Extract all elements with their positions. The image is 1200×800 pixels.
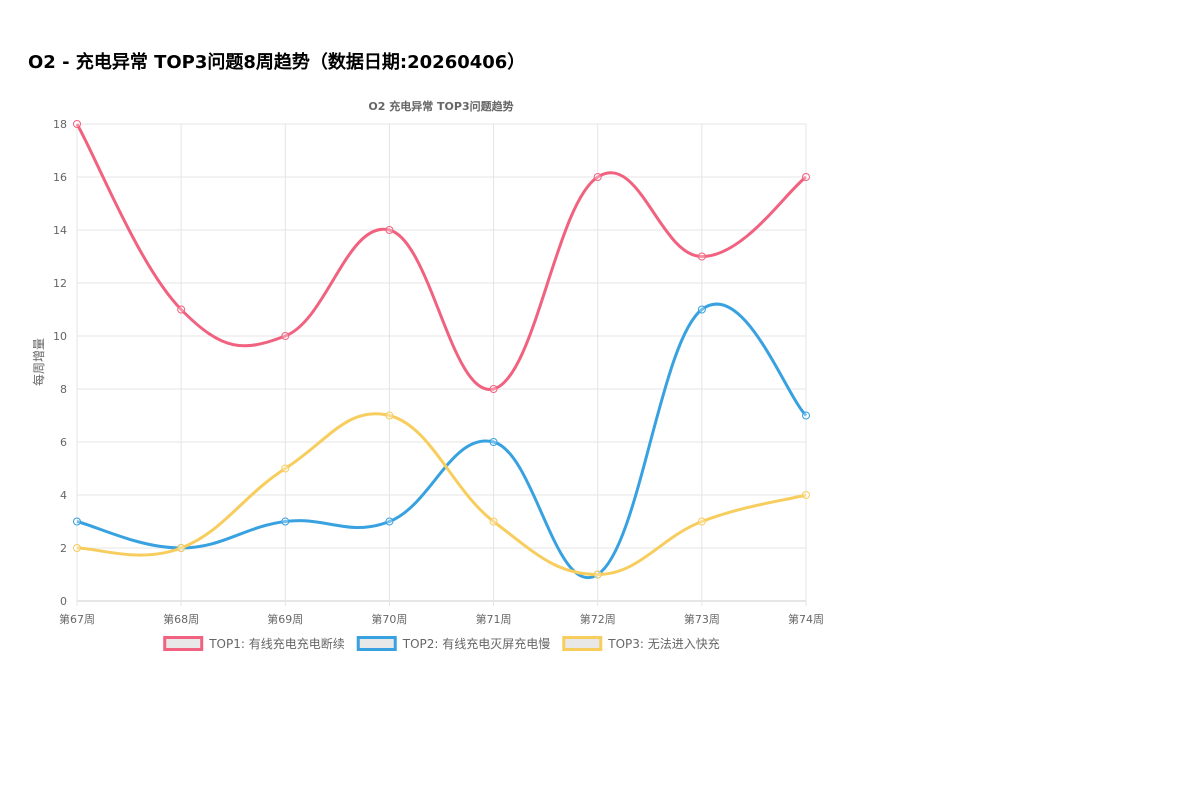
page-title: O2 - 充电异常 TOP3问题8周趋势（数据日期:20260406） — [28, 52, 526, 73]
chart-title: O2 充电异常 TOP3问题趋势 — [368, 99, 513, 113]
data-point — [281, 464, 290, 473]
data-point — [489, 438, 498, 446]
y-tick-label: 4 — [60, 489, 67, 502]
x-tick-label: 第73周 — [684, 612, 720, 626]
legend-label: TOP3: 无法进入快充 — [607, 636, 720, 651]
series-line — [75, 123, 807, 391]
series-line — [76, 302, 808, 579]
legend-label: TOP1: 有线充电充电断续 — [208, 636, 345, 651]
y-tick-label: 16 — [53, 171, 67, 184]
x-tick-label: 第67周 — [59, 612, 95, 626]
data-point — [802, 173, 810, 181]
x-tick-label: 第72周 — [580, 612, 616, 626]
data-point — [697, 305, 706, 314]
data-point — [385, 517, 394, 526]
data-point — [73, 544, 81, 552]
y-tick-label: 18 — [53, 118, 67, 131]
data-point — [385, 226, 394, 234]
x-tick-label: 第74周 — [788, 612, 824, 626]
data-point — [593, 173, 602, 181]
data-point — [281, 332, 290, 340]
legend-item-2: TOP2: 有线充电灭屏充电慢 — [356, 636, 551, 651]
legend-item-3: TOP3: 无法进入快充 — [562, 636, 720, 651]
data-point — [385, 411, 394, 420]
grid — [76, 123, 807, 606]
legend-swatch — [163, 636, 204, 651]
data-point — [281, 517, 290, 526]
data-point — [802, 491, 810, 499]
y-tick-label: 8 — [60, 383, 67, 396]
series-group — [73, 120, 810, 579]
legend-label: TOP2: 有线充电灭屏充电慢 — [402, 636, 551, 651]
y-tick-label: 6 — [60, 436, 67, 449]
y-tick-label: 2 — [60, 542, 67, 555]
data-point — [73, 517, 81, 526]
legend-item-1: TOP1: 有线充电充电断续 — [163, 636, 345, 651]
y-tick-label: 0 — [60, 595, 67, 608]
y-tick-label: 14 — [53, 224, 67, 237]
y-tick-label: 10 — [53, 330, 67, 343]
legend-swatch — [562, 636, 603, 651]
data-point — [697, 517, 706, 526]
series-line — [76, 412, 807, 577]
x-tick-label: 第70周 — [371, 612, 407, 626]
legend: TOP1: 有线充电充电断续 TOP2: 有线充电灭屏充电慢 TOP3: 无法进入快… — [163, 636, 720, 651]
data-point — [593, 570, 602, 579]
x-tick-label: 第69周 — [267, 612, 303, 626]
data-point — [489, 517, 498, 526]
x-tick-label: 第71周 — [476, 612, 512, 626]
series-1 — [73, 120, 810, 393]
x-axis-ticks: 第67周 第68周 第69周 第70周 第71周 第72周 第73周 第74周 — [59, 612, 824, 626]
x-tick-label: 第68周 — [163, 612, 199, 626]
data-point — [489, 385, 498, 393]
legend-swatch — [356, 636, 397, 651]
data-point — [697, 252, 706, 261]
y-axis-title: 每周增量 — [31, 338, 46, 386]
y-tick-label: 12 — [53, 277, 67, 290]
data-point — [177, 305, 186, 314]
data-point — [802, 411, 810, 420]
series-3 — [73, 411, 810, 579]
data-point — [177, 544, 186, 552]
series-2 — [73, 302, 810, 579]
y-axis-ticks: 0 2 4 6 8 10 12 14 16 18 — [53, 118, 67, 608]
data-point — [73, 120, 81, 128]
